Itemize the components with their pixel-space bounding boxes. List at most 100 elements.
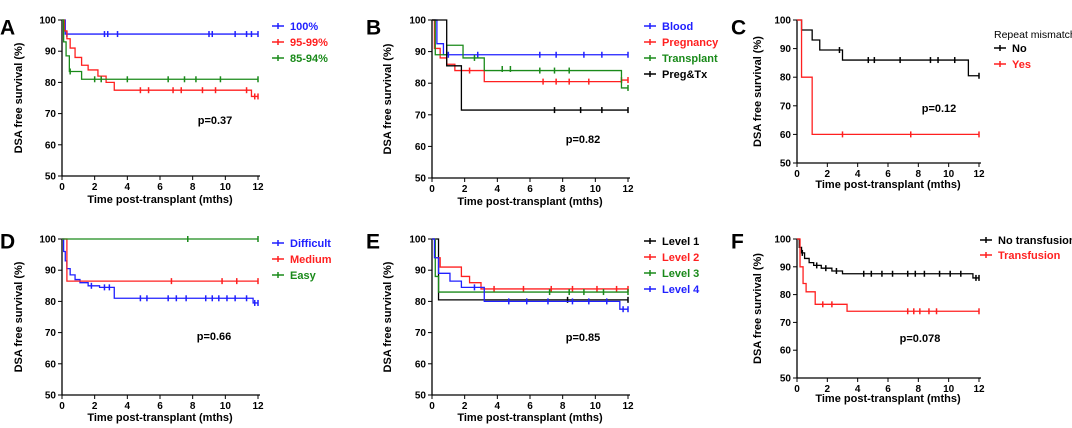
survival-curve: [62, 19, 258, 98]
x-tick-label: 6: [885, 384, 891, 395]
panel-d: D 50 60 70 80 90 100 0 2 4 6 8 10 12 Time post-transpl…: [0, 230, 332, 424]
y-tick-label: 50: [780, 159, 792, 170]
x-tick-label: 8: [560, 184, 566, 195]
legend-label: No: [1012, 43, 1027, 55]
x-tick-label: 8: [190, 401, 196, 412]
y-axis-title: DSA free survival (%): [382, 43, 394, 154]
y-tick-label: 80: [45, 78, 57, 89]
y-tick-label: 100: [774, 235, 791, 246]
y-tick-label: 70: [415, 110, 427, 121]
x-tick-label: 6: [885, 169, 891, 180]
panel-e: E 50 60 70 80 90 100 0 2 4 6 8 10 12 Time post-transpl…: [366, 230, 700, 424]
y-tick-label: 100: [39, 16, 56, 27]
series-85-94-: [62, 19, 259, 83]
series-95-99-: [62, 19, 259, 100]
x-tick-label: 4: [125, 182, 131, 193]
x-tick-label: 10: [943, 169, 955, 180]
y-axis-title: DSA free survival (%): [752, 253, 764, 364]
y-tick-label: 70: [780, 318, 792, 329]
panel-f: F 50 60 70 80 90 100 0 2 4 6 8 10 12 Time post-transpl…: [731, 230, 1072, 405]
legend-item: Level 3: [644, 268, 699, 280]
series-preg-tx: [432, 19, 629, 114]
y-tick-label: 100: [409, 16, 426, 27]
y-tick-label: 50: [45, 391, 57, 402]
p-value: p=0.37: [198, 115, 233, 127]
x-tick-label: 8: [916, 384, 922, 395]
legend-item: Yes: [994, 59, 1031, 71]
y-tick-label: 90: [45, 47, 57, 58]
x-tick-label: 0: [794, 384, 800, 395]
y-tick-label: 60: [415, 142, 427, 153]
survival-curve: [797, 19, 979, 77]
survival-curve: [432, 238, 628, 310]
legend-item: Medium: [272, 254, 332, 266]
panel-letter: C: [731, 16, 746, 39]
legend-item: 95-99%: [272, 37, 328, 49]
series-difficult: [62, 238, 259, 306]
y-tick-label: 80: [415, 79, 427, 90]
legend-label: 85-94%: [290, 53, 328, 65]
legend-label: Level 1: [662, 236, 699, 248]
x-tick-label: 6: [527, 184, 533, 195]
x-tick-label: 6: [157, 401, 163, 412]
x-tick-label: 4: [495, 401, 501, 412]
y-tick-label: 90: [780, 262, 792, 273]
x-axis-title: Time post-transplant (mths): [87, 194, 233, 206]
legend-item: Transfusion: [980, 250, 1061, 262]
survival-curve: [797, 238, 979, 312]
x-axis-title: Time post-transplant (mths): [457, 196, 603, 208]
x-tick-label: 2: [462, 401, 468, 412]
y-tick-label: 70: [780, 101, 792, 112]
x-tick-label: 4: [125, 401, 131, 412]
survival-curve: [797, 238, 979, 279]
legend-title: Repeat mismatch: [994, 29, 1072, 41]
y-tick-label: 70: [45, 109, 57, 120]
p-value: p=0.85: [566, 332, 601, 344]
x-axis-title: Time post-transplant (mths): [815, 393, 961, 405]
x-axis-title: Time post-transplant (mths): [815, 179, 961, 191]
series-level-3: [432, 238, 629, 296]
panel-letter: E: [366, 230, 380, 253]
y-tick-label: 80: [780, 73, 792, 84]
legend-label: Blood: [662, 21, 693, 33]
p-value: p=0.82: [566, 134, 601, 146]
x-tick-label: 2: [92, 401, 98, 412]
legend-label: Easy: [290, 270, 317, 282]
x-tick-label: 2: [825, 169, 831, 180]
y-tick-label: 60: [45, 359, 57, 370]
legend-item: Difficult: [272, 238, 331, 250]
legend-item: No transfusion: [980, 235, 1072, 247]
y-tick-label: 50: [45, 172, 57, 183]
legend-item: No: [994, 43, 1027, 55]
y-tick-label: 90: [415, 266, 427, 277]
legend-label: Transplant: [662, 53, 718, 65]
x-tick-label: 10: [220, 401, 232, 412]
x-tick-label: 12: [622, 401, 634, 412]
legend-item: Easy: [272, 270, 317, 282]
y-tick-label: 60: [780, 346, 792, 357]
y-tick-label: 70: [415, 328, 427, 339]
legend-item: Transplant: [644, 53, 718, 65]
y-axis-title: DSA free survival (%): [382, 261, 394, 372]
legend-item: Preg&Tx: [644, 69, 708, 81]
y-tick-label: 80: [780, 290, 792, 301]
x-axis-title: Time post-transplant (mths): [87, 412, 233, 424]
x-tick-label: 10: [590, 401, 602, 412]
legend-label: Level 3: [662, 268, 699, 280]
x-tick-label: 4: [855, 384, 861, 395]
x-tick-label: 4: [855, 169, 861, 180]
x-tick-label: 6: [527, 401, 533, 412]
legend-item: Level 4: [644, 284, 700, 296]
x-tick-label: 8: [916, 169, 922, 180]
x-tick-label: 6: [157, 182, 163, 193]
x-tick-label: 4: [495, 184, 501, 195]
series-yes: [797, 19, 980, 138]
series-easy: [62, 236, 259, 242]
series-level-4: [432, 238, 629, 313]
legend-label: 100%: [290, 21, 318, 33]
legend-item: 85-94%: [272, 53, 328, 65]
y-tick-label: 50: [780, 374, 792, 385]
x-tick-label: 12: [973, 384, 985, 395]
panel-c: C 50 60 70 80 90 100 0 2 4 6 8 10 12 Time post-transpl…: [731, 16, 1072, 192]
